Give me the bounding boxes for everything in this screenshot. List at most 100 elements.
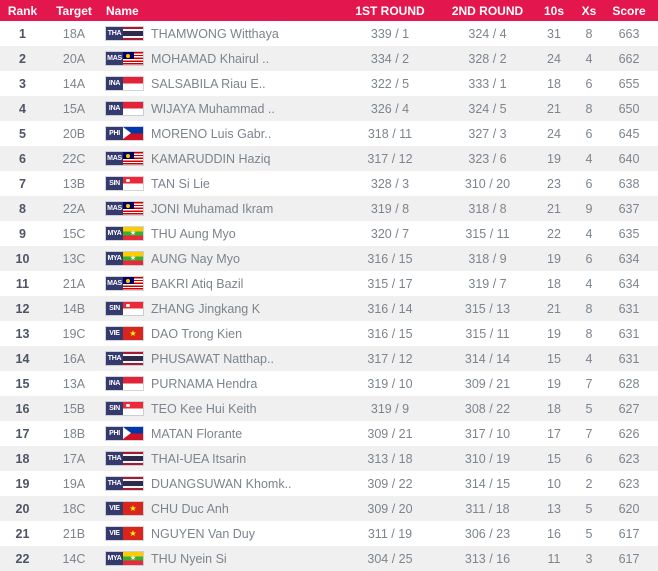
athlete-cell: PHI MORENO Luis Gabr.. — [103, 121, 335, 146]
xs-count: 6 — [578, 446, 600, 471]
athlete-cell: MYA THU Aung Myo — [103, 221, 335, 246]
tens-count: 31 — [547, 26, 561, 41]
target-value: 22A — [45, 196, 103, 221]
rank-value: 5 — [19, 126, 26, 141]
table-header: Rank Target Name 1ST ROUND 2ND ROUND 10s… — [0, 0, 658, 21]
tens-count: 23 — [547, 176, 561, 191]
target-value: 13B — [62, 176, 86, 191]
column-header-10s: 10s — [530, 0, 578, 21]
xs-count: 9 — [578, 196, 600, 221]
round1-score: 326 / 4 — [335, 96, 445, 121]
tens-count: 21 — [530, 96, 578, 121]
rank-value: 10 — [0, 246, 45, 271]
xs-count: 8 — [578, 296, 600, 321]
athlete-name: CHU Duc Anh — [151, 501, 229, 516]
round2-score: 308 / 22 — [445, 396, 530, 421]
column-header-rank: Rank — [0, 0, 45, 21]
column-header-xs: Xs — [578, 0, 600, 21]
athlete-name: MATAN Florante — [151, 426, 243, 441]
round1-score: 311 / 19 — [367, 526, 413, 541]
round1-score: 309 / 21 — [367, 426, 413, 441]
target-value: 21A — [62, 276, 86, 291]
country-code-label: VIE — [106, 327, 123, 340]
flag-icon — [123, 52, 143, 65]
country-flag-badge: THA — [106, 352, 143, 365]
round1-score: 339 / 1 — [370, 26, 410, 41]
target-value: 20B — [62, 126, 86, 141]
country-flag-badge: VIE — [106, 502, 143, 515]
round2-score: 327 / 3 — [468, 126, 507, 141]
table-row: 18 17A THA THAI-UEA Itsarin 313 / 18 310… — [0, 446, 658, 471]
round2-score: 317 / 10 — [464, 426, 511, 441]
round2-score: 319 / 7 — [468, 276, 507, 291]
round1-score: 319 / 9 — [335, 396, 445, 421]
round2-score: 309 / 21 — [464, 376, 511, 391]
column-header-round1: 1ST ROUND — [335, 0, 445, 21]
round2-score: 324 / 4 — [468, 26, 507, 41]
table-row: 22 14C MYA THU Nyein Si 304 / 25 313 / 1… — [0, 546, 658, 571]
xs-count: 7 — [585, 376, 593, 391]
athlete-name: DUANGSUWAN Khomk.. — [151, 476, 292, 491]
flag-icon — [123, 202, 143, 215]
total-score: 637 — [600, 196, 658, 221]
athlete-name: TEO Kee Hui Keith — [151, 401, 257, 416]
tens-count: 15 — [530, 346, 578, 371]
xs-count: 4 — [578, 146, 600, 171]
target-value: 21B — [62, 526, 86, 541]
country-flag-badge: MAS — [106, 202, 143, 215]
total-score: 655 — [618, 76, 640, 91]
athlete-cell: MYA THU Nyein Si — [103, 546, 335, 571]
round1-score: 317 / 12 — [335, 346, 445, 371]
country-flag-badge: SIN — [106, 177, 143, 190]
xs-count: 8 — [585, 26, 593, 41]
athlete-cell: INA PURNAMA Hendra — [103, 371, 335, 396]
country-flag-badge: MYA — [106, 252, 143, 265]
flag-icon — [123, 552, 143, 565]
total-score: 617 — [600, 546, 658, 571]
rank-value: 15 — [15, 376, 30, 391]
flag-icon — [123, 27, 143, 40]
rank-value: 6 — [0, 146, 45, 171]
tens-count: 15 — [530, 446, 578, 471]
flag-icon — [123, 227, 143, 240]
round2-score: 310 / 20 — [464, 176, 511, 191]
tens-count: 21 — [530, 296, 578, 321]
target-value: 14A — [62, 76, 86, 91]
total-score: 631 — [600, 296, 658, 321]
xs-count: 5 — [585, 526, 593, 541]
column-header-target: Target — [45, 0, 103, 21]
tens-count: 24 — [530, 46, 578, 71]
round1-score: 309 / 20 — [335, 496, 445, 521]
table-row: 16 15B SIN TEO Kee Hui Keith 319 / 9 308… — [0, 396, 658, 421]
athlete-cell: SIN TEO Kee Hui Keith — [103, 396, 335, 421]
xs-count: 6 — [578, 246, 600, 271]
round1-score: 322 / 5 — [370, 76, 410, 91]
country-flag-badge: MYA — [106, 552, 143, 565]
table-row: 19 19A THA DUANGSUWAN Khomk.. 309 / 22 3… — [0, 471, 658, 496]
round1-score: 316 / 14 — [335, 296, 445, 321]
target-value: 15C — [62, 226, 86, 241]
total-score: 626 — [618, 426, 640, 441]
table-row: 12 14B SIN ZHANG Jingkang K 316 / 14 315… — [0, 296, 658, 321]
athlete-cell: MAS MOHAMAD Khairul .. — [103, 46, 335, 71]
country-flag-badge: MYA — [106, 227, 143, 240]
flag-icon — [123, 402, 143, 415]
rank-value: 12 — [0, 296, 45, 321]
rank-value: 13 — [15, 326, 30, 341]
total-score: 634 — [600, 246, 658, 271]
xs-count: 5 — [578, 396, 600, 421]
round1-score: 334 / 2 — [335, 46, 445, 71]
xs-count: 4 — [578, 46, 600, 71]
table-row: 11 21A MAS BAKRI Atiq Bazil 315 / 17 319… — [0, 271, 658, 296]
round1-score: 319 / 10 — [367, 376, 413, 391]
round1-score: 304 / 25 — [335, 546, 445, 571]
country-code-label: INA — [106, 377, 123, 390]
flag-icon — [123, 327, 143, 340]
table-row: 3 14A INA SALSABILA Riau E.. 322 / 5 333… — [0, 71, 658, 96]
athlete-name: NGUYEN Van Duy — [151, 526, 255, 541]
athlete-cell: THA THAI-UEA Itsarin — [103, 446, 335, 471]
round1-score: 318 / 11 — [367, 126, 413, 141]
athlete-cell: THA THAMWONG Witthaya — [103, 21, 335, 46]
country-flag-badge: MAS — [106, 52, 143, 65]
xs-count: 8 — [578, 96, 600, 121]
